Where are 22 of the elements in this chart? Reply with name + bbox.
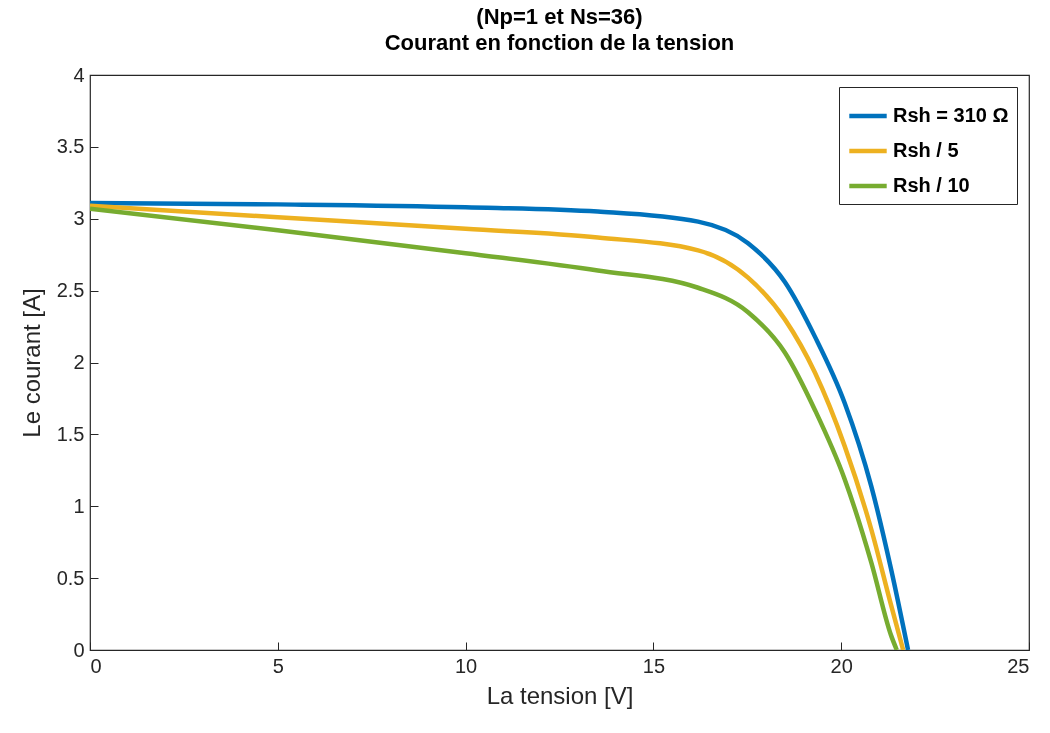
- y-tick-label: 1: [73, 494, 85, 517]
- x-axis-title: La tension [V]: [486, 681, 634, 709]
- x-tick-label: 0: [90, 654, 102, 677]
- y-tick-label: 4: [73, 63, 85, 86]
- x-tick-label: 15: [642, 654, 666, 677]
- y-tick-label: 2.5: [56, 279, 85, 302]
- chart-subtitle: Courant en fonction de la tension: [384, 30, 735, 55]
- y-tick-label: 3.5: [56, 135, 85, 158]
- x-tick-label: 5: [272, 654, 284, 677]
- legend-label: Rsh = 310 Ω: [893, 104, 1009, 126]
- y-tick-label: 0.5: [56, 566, 85, 589]
- y-tick-label: 3: [73, 207, 85, 230]
- x-tick-label: 25: [1007, 654, 1030, 677]
- x-tick-label: 10: [454, 654, 478, 677]
- y-tick-label: 0: [73, 638, 85, 661]
- y-axis-title: Le courant [A]: [17, 288, 45, 438]
- legend-label: Rsh / 10: [893, 174, 970, 196]
- x-tick-label: 20: [830, 654, 853, 677]
- legend-label: Rsh / 5: [893, 139, 959, 161]
- y-tick-label: 1.5: [56, 422, 85, 445]
- y-tick-label: 2: [73, 351, 85, 373]
- chart-title: (Np=1 et Ns=36): [476, 4, 643, 29]
